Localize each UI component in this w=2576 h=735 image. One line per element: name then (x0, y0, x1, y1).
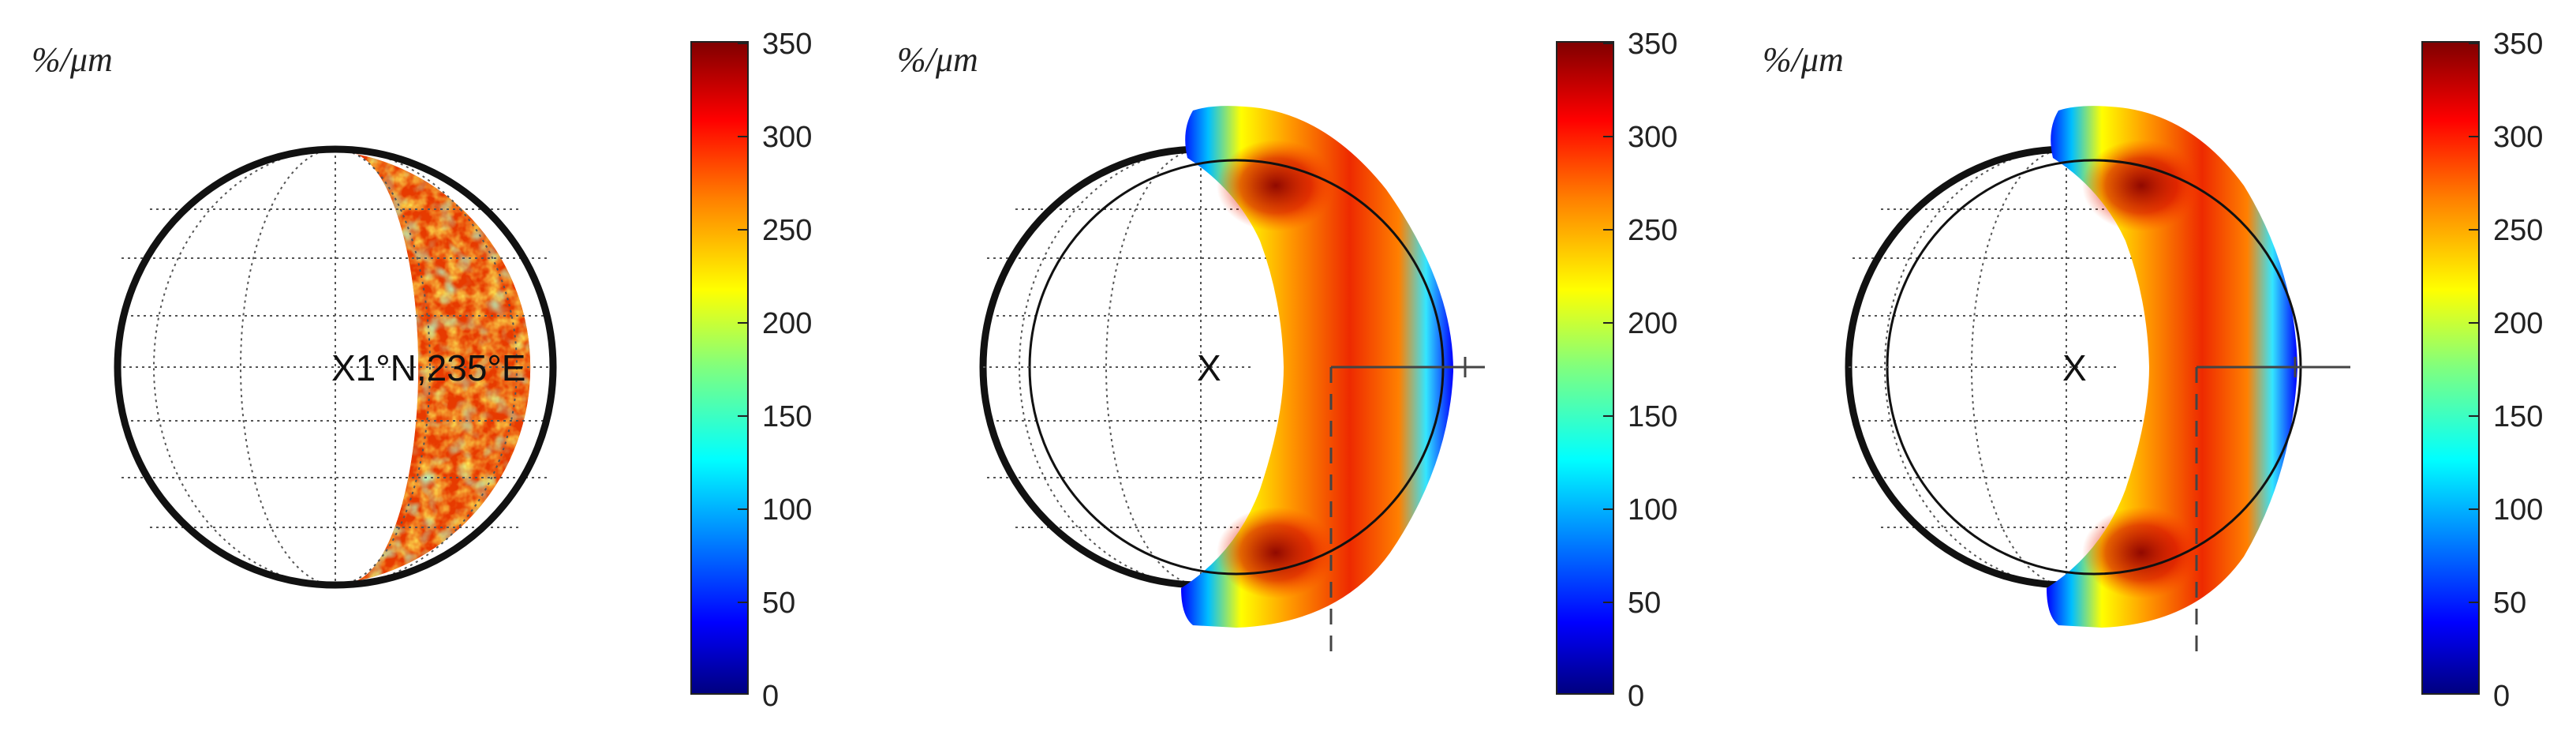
tick-0: 0 (2493, 680, 2510, 713)
tick-100: 100 (1628, 493, 1677, 527)
tick-50: 50 (2493, 587, 2526, 620)
tick-350: 350 (2493, 28, 2543, 61)
tick-100: 100 (762, 493, 812, 527)
tick-100: 100 (2493, 493, 2543, 527)
tick-50: 50 (1628, 587, 1661, 620)
tick-0: 0 (762, 680, 779, 713)
tick-150: 150 (2493, 400, 2543, 433)
tick-350: 350 (762, 28, 812, 61)
subsolar-label: X1°N,235°E (331, 347, 526, 388)
tick-0: 0 (1628, 680, 1644, 713)
subsolar-label: X (1197, 347, 1221, 388)
subsolar-label: X (2062, 347, 2087, 388)
tick-300: 300 (2493, 121, 2543, 154)
model-crescent (1181, 106, 1453, 628)
panel-model-2: %/μm X (1763, 28, 2543, 713)
unit-label: %/μm (897, 40, 978, 79)
model-crescent (2047, 106, 2297, 628)
tick-200: 200 (2493, 307, 2543, 340)
tick-250: 250 (762, 214, 812, 247)
tick-200: 200 (762, 307, 812, 340)
tick-50: 50 (762, 587, 795, 620)
unit-label: %/μm (32, 40, 113, 79)
tick-150: 150 (1628, 400, 1677, 433)
tick-300: 300 (762, 121, 812, 154)
colorbar: 350 300 250 200 150 100 50 0 (2421, 28, 2543, 713)
globe-outline (114, 145, 557, 589)
panel-model-1: %/μm X (897, 28, 1677, 713)
panel-observed: %/μm X1°N,235°E (32, 28, 812, 713)
tick-350: 350 (1628, 28, 1677, 61)
tick-250: 250 (2493, 214, 2543, 247)
tick-150: 150 (762, 400, 812, 433)
colorbar: 350 300 250 200 150 100 50 0 (690, 28, 812, 713)
tick-250: 250 (1628, 214, 1677, 247)
unit-label: %/μm (1763, 40, 1844, 79)
colorbar: 350 300 250 200 150 100 50 0 (1556, 28, 1677, 713)
globe-grid (117, 148, 554, 586)
tick-300: 300 (1628, 121, 1677, 154)
tick-200: 200 (1628, 307, 1677, 340)
